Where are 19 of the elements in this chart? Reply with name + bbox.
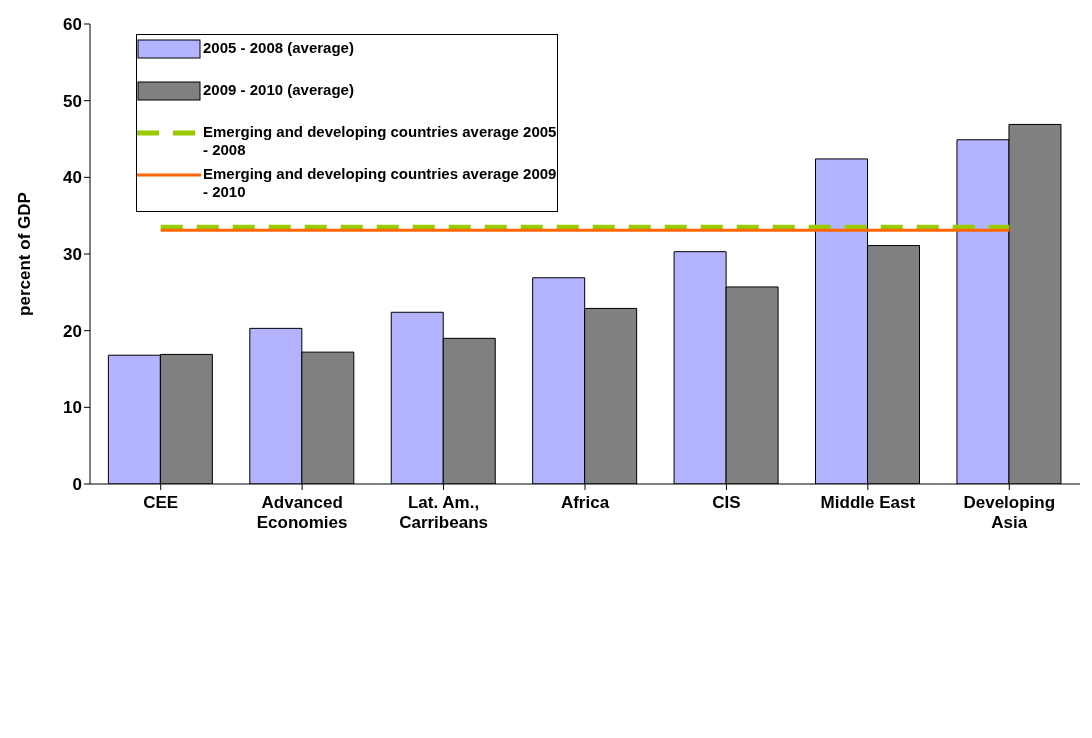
legend-label: Emerging and developing countries average 2005 - 2008 xyxy=(202,123,557,159)
x-tick-label: Lat. Am., Carribeans xyxy=(399,493,488,532)
legend-label: 2009 - 2010 (average) xyxy=(202,81,354,99)
x-tick-label: Advanced Economies xyxy=(256,493,348,532)
x-tick-label: CIS xyxy=(712,493,741,512)
y-tick-label: 30 xyxy=(63,245,82,265)
y-tick-label: 50 xyxy=(63,91,82,111)
y-tick-label: 40 xyxy=(63,168,82,188)
x-tick-label: Developing Asia xyxy=(963,493,1056,532)
y-tick-label: 0 xyxy=(72,475,82,495)
x-tick-label: Middle East xyxy=(820,493,916,512)
legend-label: 2005 - 2008 (average) xyxy=(202,39,354,57)
y-tick-label: 10 xyxy=(63,398,82,418)
y-tick-label: 60 xyxy=(63,15,82,35)
x-tick-label: CEE xyxy=(143,493,179,512)
y-axis-title: percent of GDP xyxy=(15,192,35,316)
y-tick-label: 20 xyxy=(63,321,82,341)
legend-label: Emerging and developing countries average 2009 - 2010 xyxy=(202,165,557,201)
x-tick-label: Africa xyxy=(560,493,610,512)
